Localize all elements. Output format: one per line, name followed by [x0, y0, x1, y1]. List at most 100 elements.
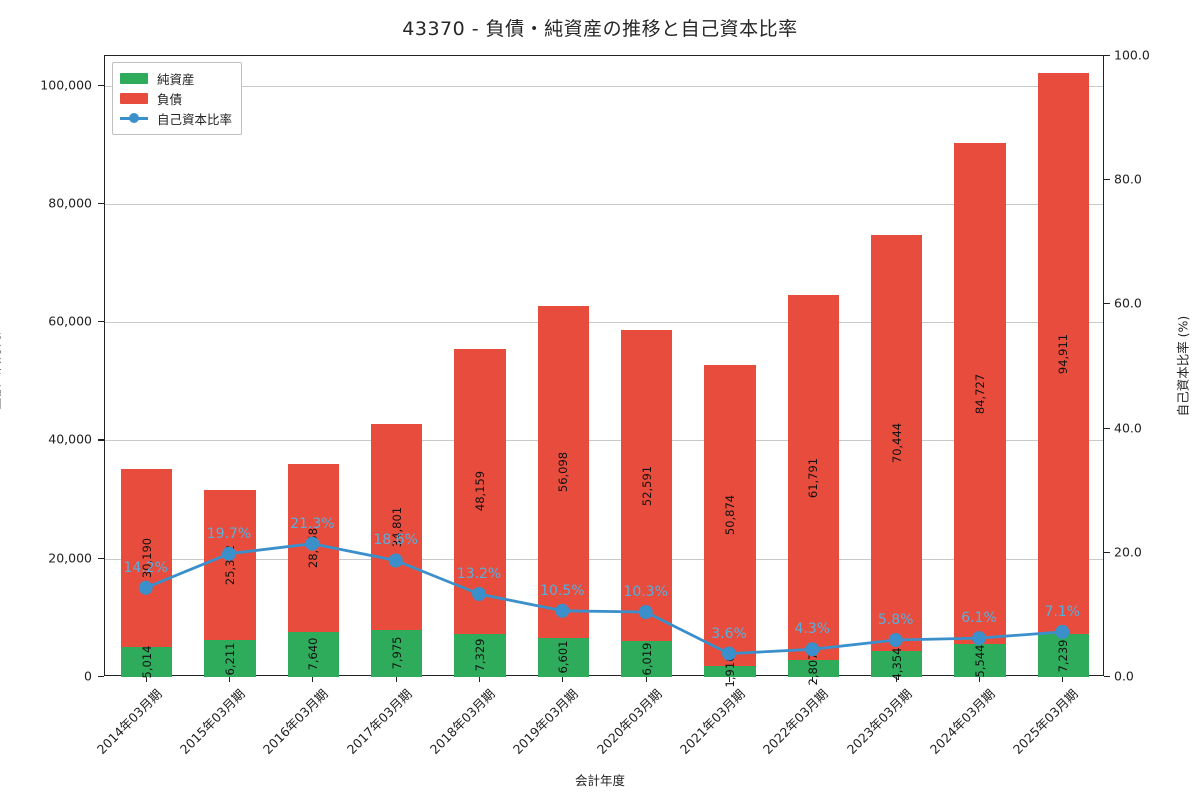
- equity-ratio-value-label: 21.3%: [290, 515, 335, 532]
- gridline: [105, 440, 1103, 442]
- equity-ratio-marker[interactable]: [638, 605, 653, 619]
- legend-label-liabilities: 負債: [157, 91, 183, 107]
- y-axis-right-tick: 40.0: [1114, 420, 1142, 436]
- y-axis-right-tick: 0.0: [1114, 668, 1134, 684]
- equity-ratio-value-label: 10.5%: [540, 582, 585, 599]
- bar-segment-equity[interactable]: [1037, 634, 1090, 677]
- equity-ratio-marker[interactable]: [472, 587, 486, 601]
- y-axis-right-tick: 100.0: [1114, 47, 1150, 63]
- x-axis-tickmark: [479, 676, 481, 682]
- bar-segment-liabilities[interactable]: [1037, 72, 1090, 635]
- bar-segment-liabilities[interactable]: [704, 364, 756, 666]
- x-axis-tickmark: [895, 676, 897, 682]
- equity-ratio-value-label: 19.7%: [206, 525, 252, 542]
- legend-item-equity-ratio[interactable]: 自己資本比率: [120, 108, 232, 128]
- y-axis-left-tickmark: [98, 676, 104, 678]
- y-axis-left-tick: 40,000: [48, 431, 92, 447]
- bar-segment-equity[interactable]: [287, 631, 340, 677]
- legend-item-liabilities[interactable]: 負債: [120, 88, 232, 108]
- x-axis-tickmark: [979, 676, 981, 682]
- bar-segment-liabilities[interactable]: [204, 490, 256, 641]
- y-axis-left-tickmark: [98, 557, 104, 559]
- y-axis-left-tick: 20,000: [48, 550, 92, 566]
- equity-ratio-marker[interactable]: [888, 633, 903, 647]
- y-axis-left-tick: 80,000: [48, 195, 92, 211]
- gridline: [105, 203, 1103, 205]
- equity-ratio-marker[interactable]: [1055, 624, 1070, 639]
- bar-segment-equity[interactable]: [620, 641, 673, 677]
- bar-segment-equity[interactable]: [787, 660, 840, 677]
- y-axis-left-tickmark: [98, 202, 104, 204]
- equity-ratio-line: [145, 542, 1063, 655]
- y-axis-left-tickmark: [98, 439, 104, 441]
- bar-segment-liabilities[interactable]: [370, 424, 423, 630]
- equity-ratio-value-label: 14.2%: [123, 559, 168, 576]
- legend-swatch-liabilities: [120, 92, 148, 104]
- gridline: [105, 85, 1103, 87]
- equity-ratio-value-label: 13.2%: [456, 566, 502, 583]
- y-axis-left-tickmark: [98, 84, 104, 86]
- x-axis-tickmark: [312, 676, 314, 682]
- bar-segment-equity[interactable]: [204, 640, 256, 677]
- bar-segment-equity[interactable]: [120, 647, 173, 677]
- gridline: [105, 558, 1103, 560]
- bar-segment-equity[interactable]: [704, 665, 756, 677]
- bar-segment-liabilities[interactable]: [954, 143, 1006, 645]
- equity-ratio-value-label: 4.3%: [794, 621, 831, 638]
- equity-ratio-marker[interactable]: [972, 631, 986, 646]
- plot-area: 5,01430,1906,21125,3427,64028,3587,97534…: [104, 55, 1104, 688]
- equity-ratio-marker[interactable]: [222, 546, 236, 561]
- equity-ratio-value-label: 10.3%: [623, 584, 668, 601]
- y-axis-right-tickmark: [1104, 427, 1110, 429]
- x-axis-tickmark: [645, 676, 647, 682]
- x-axis-tickmark: [562, 676, 564, 682]
- y-axis-right-tick: 80.0: [1114, 171, 1142, 187]
- equity-ratio-value-label: 3.6%: [711, 625, 747, 642]
- equity-ratio-marker[interactable]: [138, 580, 153, 595]
- y-axis-right-tick: 60.0: [1114, 295, 1142, 311]
- bar-segment-liabilities[interactable]: [120, 468, 173, 648]
- x-axis-tickmark: [1062, 676, 1064, 682]
- y-axis-right-tickmark: [1104, 676, 1110, 678]
- x-axis-tickmark: [145, 676, 147, 682]
- y-axis-left-tick: 100,000: [40, 77, 92, 93]
- x-axis-label: 会計年度: [574, 773, 625, 788]
- y-axis-right-tickmark: [1104, 179, 1110, 181]
- equity-ratio-marker[interactable]: [555, 603, 570, 618]
- legend-label-equity: 純資産: [157, 71, 195, 87]
- x-axis-tickmark: [395, 676, 397, 682]
- equity-ratio-marker[interactable]: [305, 536, 320, 551]
- legend-swatch-equity: [120, 72, 148, 84]
- x-axis-tickmark: [729, 676, 731, 682]
- bar-segment-equity[interactable]: [870, 651, 923, 677]
- equity-ratio-marker[interactable]: [805, 642, 820, 657]
- equity-ratio-marker[interactable]: [388, 553, 403, 568]
- equity-ratio-marker[interactable]: [722, 646, 736, 661]
- y-axis-right-tickmark: [1104, 551, 1110, 553]
- y-axis-left-tick: 0: [84, 668, 92, 684]
- y-axis-right-tickmark: [1104, 303, 1110, 305]
- bar-segment-liabilities[interactable]: [870, 234, 923, 652]
- equity-ratio-value-label: 5.8%: [877, 611, 914, 628]
- chart-legend: 純資産 負債 自己資本比率: [112, 62, 243, 135]
- bar-segment-equity[interactable]: [954, 644, 1006, 677]
- bar-segment-liabilities[interactable]: [537, 306, 590, 638]
- equity-ratio-value-label: 6.1%: [961, 610, 997, 627]
- equity-ratio-value-label: 7.1%: [1044, 603, 1081, 620]
- equity-ratio-value-label: 18.6%: [373, 532, 418, 549]
- legend-swatch-equity-ratio: [120, 113, 148, 124]
- y-axis-right-tick: 20.0: [1114, 544, 1142, 560]
- y-axis-right-tickmark: [1104, 55, 1110, 57]
- bar-segment-equity[interactable]: [454, 633, 506, 677]
- bar-segment-equity[interactable]: [370, 629, 423, 677]
- x-axis-tickmark: [229, 676, 231, 682]
- y-axis-left-tick: 60,000: [48, 313, 92, 329]
- x-axis-tickmark: [812, 676, 814, 682]
- bar-segment-equity[interactable]: [537, 637, 590, 677]
- gridline: [105, 322, 1103, 324]
- bar-segment-liabilities[interactable]: [620, 330, 673, 642]
- bar-segment-liabilities[interactable]: [787, 294, 840, 661]
- chart-title: 43370 - 負債・純資産の推移と自己資本比率: [402, 18, 798, 40]
- legend-item-equity[interactable]: 純資産: [120, 68, 232, 88]
